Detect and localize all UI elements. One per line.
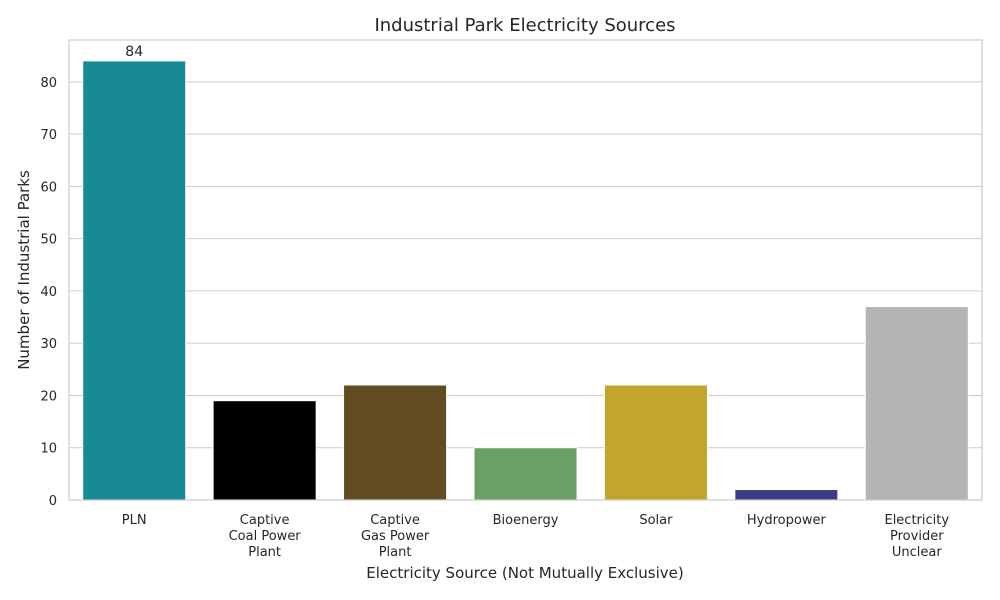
bar [603,384,708,501]
gridlines [69,81,982,501]
y-axis-ticks: 0 10 20 30 40 50 60 70 80 [40,76,57,509]
x-tick-label: Bioenergy [493,513,559,528]
x-axis-title: Electricity Source (Not Mutually Exclusi… [366,564,683,582]
bar [82,60,187,501]
y-tick-label: 0 [49,494,57,509]
data-labels: 84 [125,44,143,60]
bars [82,60,969,501]
y-tick-label: 40 [40,285,57,300]
y-tick-label: 10 [40,442,57,457]
bar [212,400,317,501]
y-tick-label: 70 [40,128,57,143]
y-tick-label: 20 [40,389,57,404]
y-tick-label: 50 [40,233,57,248]
x-tick-label: Hydropower [747,513,827,528]
bar [473,447,578,501]
x-tick-label: Captive Coal Power Plant [229,513,302,560]
bar [343,384,448,501]
chart-title: Industrial Park Electricity Sources [374,15,675,36]
x-tick-label: Captive Gas Power Plant [361,513,430,560]
x-tick-label: Solar [639,513,673,528]
plot-frame [68,39,983,501]
x-axis-ticks: PLN Captive Coal Power Plant Captive Gas Powe… [122,513,950,560]
y-axis-title: Number of Industrial Parks [15,170,33,370]
bar-value-label: 84 [125,44,143,60]
x-tick-label: Electricity Provider Unclear [884,513,949,560]
x-tick-label: PLN [122,513,147,528]
y-tick-label: 60 [40,180,57,195]
y-tick-label: 80 [40,76,57,91]
bar [734,489,839,501]
bar [864,306,969,501]
y-tick-label: 30 [40,337,57,352]
